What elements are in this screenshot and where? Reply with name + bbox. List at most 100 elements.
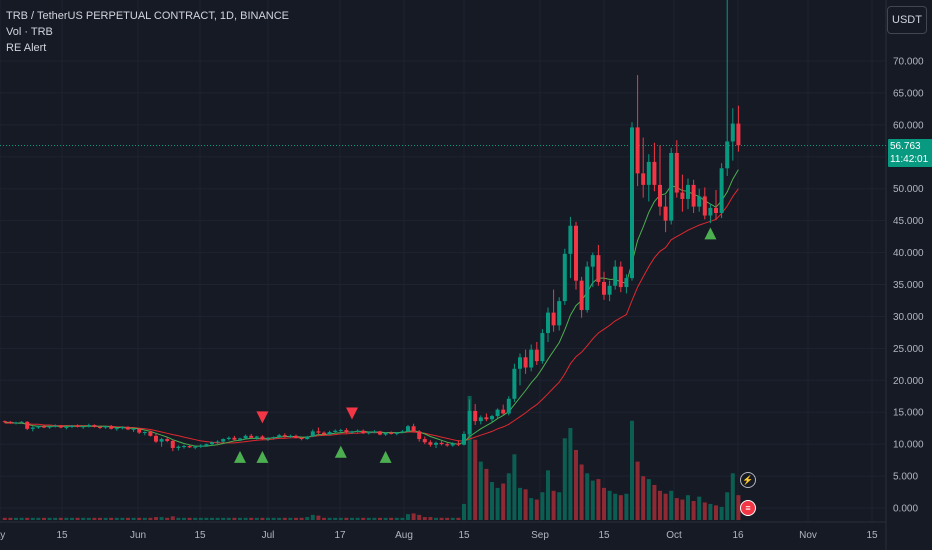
alert-up-marker <box>334 445 347 458</box>
candle-body <box>182 446 186 448</box>
candle-body <box>411 426 416 432</box>
us-flag-icon[interactable]: ≡ <box>740 500 756 516</box>
volume-bar <box>350 517 354 520</box>
volume-bar <box>467 395 472 520</box>
candle-body <box>551 312 556 326</box>
alert-up-marker <box>234 450 246 463</box>
volume-bar <box>187 517 192 520</box>
y-tick-label: 60.000 <box>893 120 924 131</box>
candle-body <box>176 446 181 448</box>
alert-indicator-label[interactable]: RE Alert <box>6 42 47 54</box>
volume-bar <box>523 489 528 520</box>
volume-bar <box>422 517 427 520</box>
volume-bar <box>590 480 595 520</box>
candle-body <box>691 184 696 207</box>
candle-body <box>92 424 97 427</box>
volume-bar <box>680 499 685 520</box>
candle-body <box>618 266 623 288</box>
volume-bar <box>70 517 74 520</box>
candle-body <box>635 127 640 174</box>
x-tick-label: Sep <box>531 530 549 541</box>
x-tick-label: Jul <box>262 530 275 541</box>
volume-bar <box>64 517 69 520</box>
y-tick-label: 35.000 <box>893 280 924 291</box>
volume-bar <box>607 490 612 520</box>
candle-body <box>232 437 237 440</box>
volume-bar <box>198 517 203 520</box>
volume-bar <box>226 517 231 520</box>
candle-body <box>316 431 321 433</box>
candle-body <box>165 439 170 441</box>
candle-body <box>652 161 657 185</box>
candle-body <box>148 432 153 436</box>
candle-body <box>288 435 293 437</box>
volume-bar <box>714 505 718 520</box>
x-tick-label: 15 <box>598 530 610 541</box>
alert-up-marker <box>704 227 717 240</box>
x-tick-label: 15 <box>866 530 878 541</box>
candle-body <box>361 430 366 434</box>
volume-bar <box>249 517 254 520</box>
candle-body <box>137 428 142 433</box>
candle-body <box>70 425 74 427</box>
volume-bar <box>126 517 130 520</box>
candle-body <box>428 442 433 445</box>
candle-body <box>607 285 612 295</box>
candle-body <box>131 428 136 430</box>
currency-button[interactable]: USDT <box>887 6 927 34</box>
candle-body <box>299 437 304 440</box>
candle-body <box>439 442 444 445</box>
symbol-title[interactable]: TRB / TetherUS PERPETUAL CONTRACT, 1D, B… <box>6 10 290 22</box>
volume-bar <box>456 517 461 520</box>
candle-body <box>630 127 634 279</box>
volume-bar <box>75 517 80 520</box>
volume-indicator-label[interactable]: Vol · TRB <box>6 26 53 38</box>
candle-body <box>394 432 399 434</box>
candle-body <box>355 430 360 432</box>
candle-body <box>669 152 674 221</box>
volume-bar <box>338 517 343 520</box>
volume-bar <box>266 517 270 520</box>
volume-bar <box>372 517 377 520</box>
volume-bar <box>299 517 304 520</box>
volume-bar <box>646 479 651 520</box>
last-price-value: 56.763 <box>890 141 921 152</box>
volume-bar <box>669 490 674 520</box>
candle-body <box>719 168 724 213</box>
volume-bar <box>602 487 606 520</box>
candle-body <box>198 445 203 447</box>
candle-body <box>613 266 618 286</box>
candle-body <box>282 435 287 437</box>
candle-body <box>579 280 584 311</box>
y-tick-label: 0.000 <box>893 504 918 515</box>
volume-bar <box>574 449 578 520</box>
volume-bar <box>109 517 114 520</box>
volume-bar <box>400 517 405 520</box>
volume-bar <box>658 490 662 520</box>
volume-bar <box>30 517 35 520</box>
volume-bar <box>641 476 646 520</box>
candle-body <box>159 439 164 442</box>
lightning-icon[interactable]: ⚡ <box>740 472 756 488</box>
volume-bar <box>25 517 30 520</box>
volume-bar <box>674 498 679 520</box>
candle-body <box>596 255 601 282</box>
volume-bar <box>288 517 293 520</box>
candle-body <box>327 432 332 435</box>
candle-body <box>120 426 125 429</box>
volume-bar <box>14 517 18 520</box>
candle-body <box>204 444 209 446</box>
y-tick-label: 40.000 <box>893 248 924 259</box>
candle-body <box>484 417 489 420</box>
candle-body <box>154 435 158 442</box>
candle-body <box>512 368 517 399</box>
candle-body <box>58 425 63 428</box>
volume-bar <box>2 517 7 520</box>
candle-body <box>2 421 7 423</box>
volume-bar <box>551 490 556 520</box>
candle-body <box>322 432 326 435</box>
volume-bar <box>316 515 321 520</box>
volume-bar <box>305 517 310 520</box>
